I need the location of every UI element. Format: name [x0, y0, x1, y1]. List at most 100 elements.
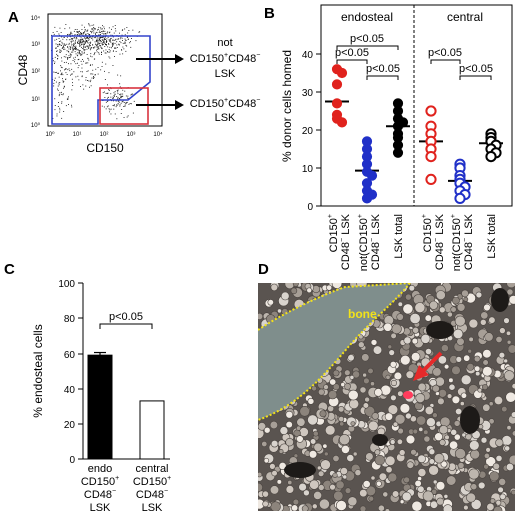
- flow-event-dot: [84, 47, 86, 48]
- flow-event-dot: [113, 97, 114, 99]
- tissue-cell: [390, 379, 398, 387]
- flow-event-dot: [91, 28, 93, 29]
- flow-event-dot: [57, 45, 58, 47]
- flow-event-dot: [119, 38, 121, 40]
- tissue-cell: [411, 352, 421, 362]
- flow-event-dot: [93, 47, 95, 49]
- flow-event-dot: [54, 109, 56, 111]
- flow-event-dot: [93, 37, 95, 39]
- flow-event-dot: [101, 39, 103, 41]
- flow-event-dot: [105, 44, 107, 46]
- flow-event-dot: [91, 32, 92, 34]
- b-significance-label: p<0.05: [350, 33, 384, 45]
- flow-event-dot: [61, 101, 63, 103]
- flow-event-dot: [80, 34, 82, 35]
- flow-event-dot: [59, 92, 61, 94]
- tissue-cell: [429, 500, 439, 509]
- flow-event-dot: [91, 37, 93, 39]
- tissue-cell: [483, 303, 491, 312]
- flow-event-dot: [101, 51, 102, 53]
- tissue-cell: [480, 311, 489, 320]
- flow-event-dot: [71, 74, 73, 75]
- flow-event-dot: [103, 40, 104, 42]
- flow-event-dot: [90, 85, 92, 87]
- tissue-cell: [292, 498, 300, 506]
- tissue-cell: [378, 504, 385, 511]
- flow-event-dot: [88, 46, 90, 48]
- tissue-cell: [359, 489, 368, 498]
- flow-event-dot: [114, 95, 115, 97]
- flow-event-dot: [61, 73, 63, 75]
- flow-event-dot: [70, 42, 72, 44]
- flow-event-dot: [104, 41, 106, 43]
- flow-event-dot: [65, 68, 67, 70]
- flow-event-dot: [97, 29, 98, 31]
- b-y-tick-label: 30: [302, 88, 314, 99]
- flow-event-dot: [108, 90, 110, 91]
- a-y-tick: 10⁴: [31, 15, 41, 22]
- flow-event-dot: [72, 82, 73, 84]
- flow-event-dot: [96, 44, 98, 46]
- tissue-cell: [390, 394, 397, 401]
- flow-event-dot: [72, 85, 74, 86]
- a-y-tick: 10⁰: [31, 122, 41, 129]
- flow-event-dot: [93, 76, 94, 77]
- tissue-cell: [292, 283, 299, 287]
- flow-event-dot: [125, 50, 127, 52]
- flow-event-dot: [115, 51, 117, 52]
- flow-event-dot: [135, 40, 137, 42]
- flow-event-dot: [77, 41, 79, 42]
- tissue-cell: [454, 448, 466, 460]
- tissue-cell: [417, 468, 427, 477]
- flow-event-dot: [102, 44, 104, 46]
- tissue-cell: [285, 421, 293, 429]
- flow-event-dot: [104, 91, 105, 93]
- flow-event-dot: [129, 42, 131, 44]
- flow-event-dot: [70, 47, 72, 49]
- tissue-cell: [469, 449, 480, 460]
- b-data-point: [331, 98, 343, 109]
- tissue-cell: [326, 284, 333, 291]
- flow-event-dot: [102, 31, 104, 32]
- flow-event-dot: [75, 40, 76, 42]
- flow-event-dot: [115, 100, 117, 102]
- flow-event-dot: [120, 97, 122, 99]
- flow-event-dot: [128, 30, 130, 31]
- flow-event-dot: [114, 40, 116, 41]
- a-x-tick: 10¹: [73, 132, 82, 138]
- flow-event-dot: [87, 62, 89, 64]
- flow-plot-frame: [47, 13, 163, 127]
- b-data-point: [392, 147, 404, 158]
- tissue-cell: [410, 449, 417, 456]
- b-x-labels: CD150+CD48− LSK not(CD150+CD48− LSK LSK …: [327, 213, 498, 271]
- flow-event-dot: [92, 44, 93, 46]
- flow-event-dot: [55, 43, 57, 45]
- flow-event-dot: [98, 52, 100, 54]
- flow-event-dot: [123, 106, 125, 107]
- flow-event-dot: [90, 73, 92, 75]
- flow-event-dot: [62, 74, 64, 76]
- tissue-cell: [389, 360, 397, 368]
- tissue-cell: [466, 362, 475, 371]
- flow-event-dot: [56, 113, 58, 115]
- flow-event-dot: [130, 103, 132, 105]
- flow-event-dot: [78, 31, 80, 32]
- flow-event-dot: [72, 38, 74, 39]
- flow-event-dot: [89, 44, 91, 46]
- tissue-cell: [506, 283, 515, 289]
- flow-event-dot: [61, 67, 63, 69]
- flow-event-dot: [58, 82, 60, 84]
- flow-event-dot: [97, 48, 98, 50]
- flow-event-dot: [72, 50, 74, 51]
- flow-event-dot: [73, 71, 75, 73]
- tissue-cell: [285, 438, 294, 447]
- flow-event-dot: [119, 83, 121, 85]
- flow-event-dot: [77, 42, 79, 44]
- flow-event-dot: [107, 36, 109, 38]
- tissue-cell: [414, 302, 426, 313]
- tissue-cell: [483, 452, 490, 459]
- flow-event-dot: [80, 53, 81, 55]
- flow-event-dot: [62, 80, 64, 82]
- flow-event-dot: [133, 100, 135, 102]
- tissue-cell: [493, 395, 503, 405]
